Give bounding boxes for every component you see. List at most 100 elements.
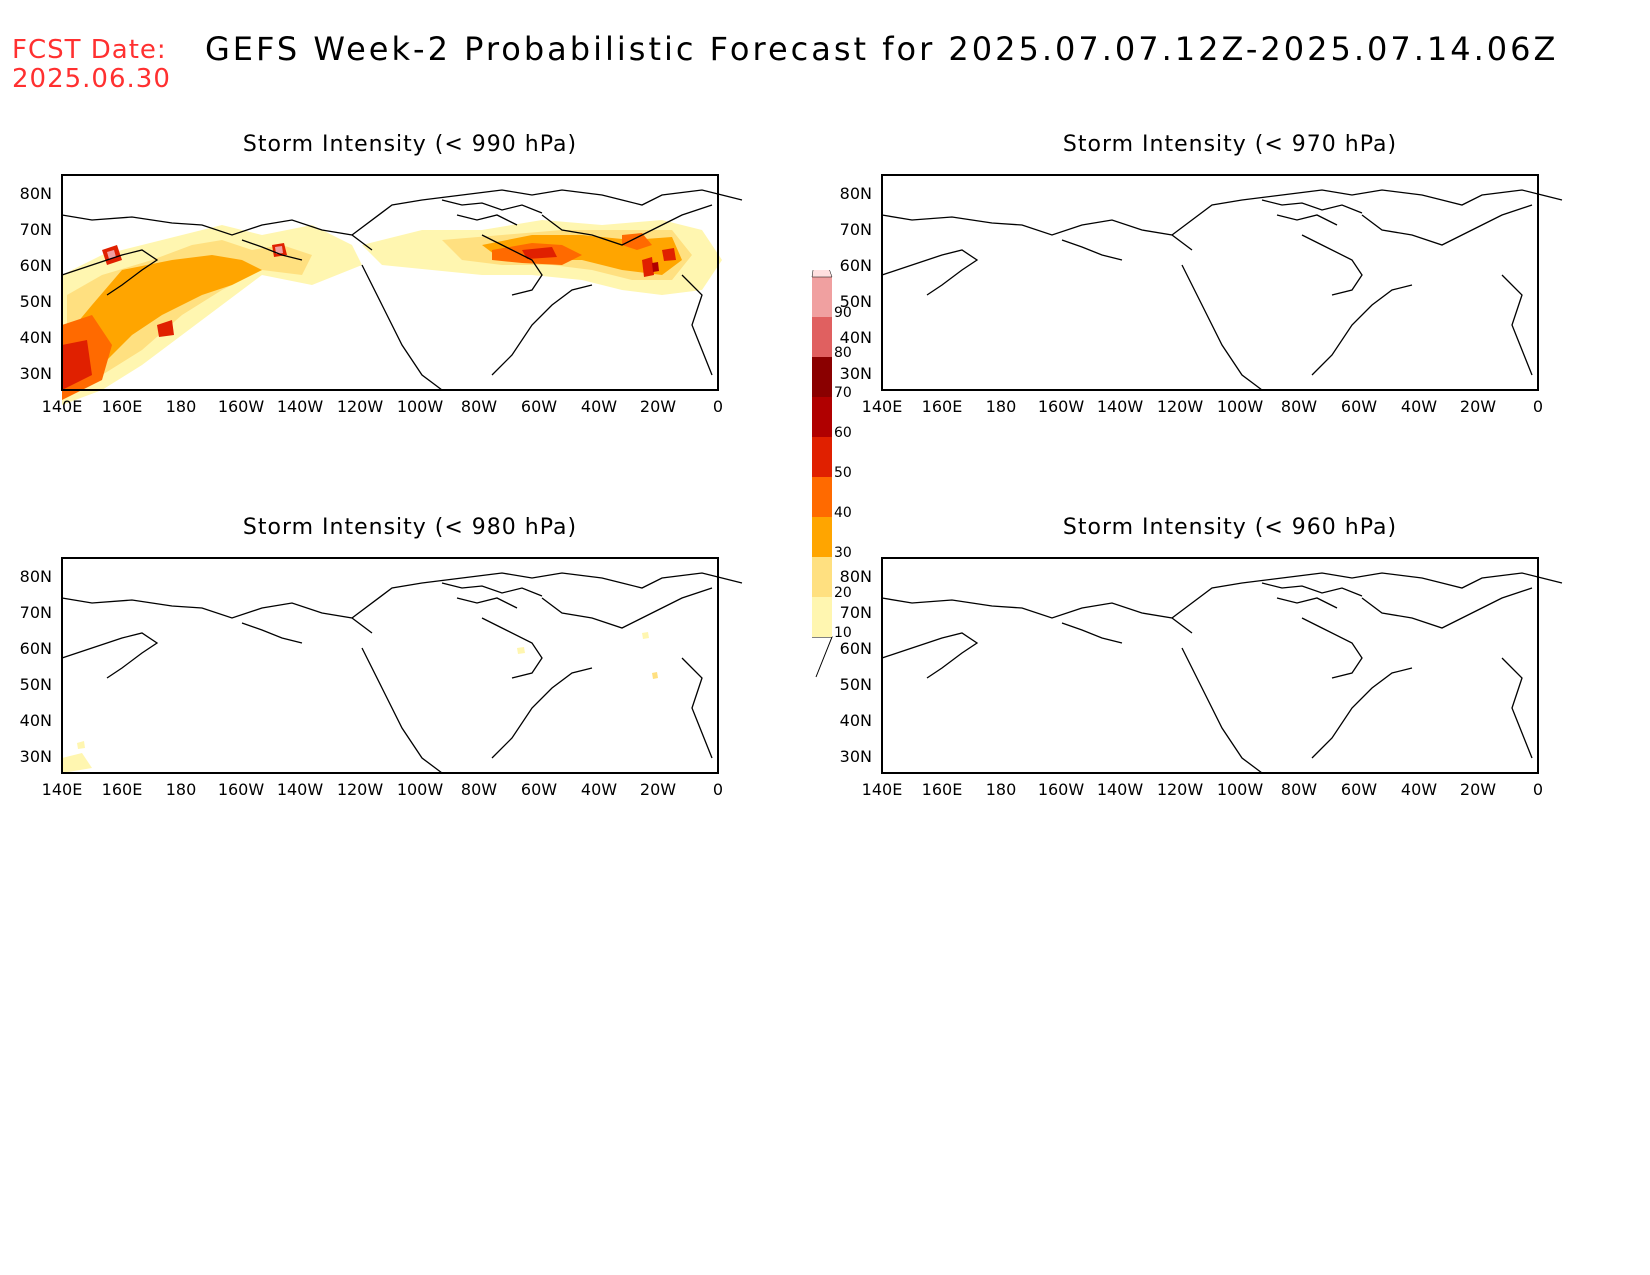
svg-text:180: 180 (986, 780, 1017, 799)
page-title: GEFS Week-2 Probabilistic Forecast for 2… (205, 30, 1559, 68)
panel-title-970: Storm Intensity (< 970 hPa) (1062, 132, 1398, 157)
colorbar-box (812, 477, 832, 517)
svg-text:60N: 60N (840, 639, 872, 658)
svg-text:90: 90 (834, 305, 852, 321)
svg-text:60W: 60W (1341, 780, 1377, 799)
lon-labels-970: 140E 160E 180 160W 140W 120W 100W 80W 60… (862, 397, 1543, 416)
svg-text:40N: 40N (20, 711, 52, 730)
svg-text:160E: 160E (922, 780, 963, 799)
svg-text:50N: 50N (20, 675, 52, 694)
svg-text:30N: 30N (840, 364, 872, 383)
colorbar-box (812, 357, 832, 397)
svg-text:160W: 160W (1038, 780, 1085, 799)
svg-text:160E: 160E (102, 397, 143, 416)
svg-text:0: 0 (713, 397, 723, 416)
lon-labels-980: 140E 160E 180 160W 140W 120W 100W 80W 60… (42, 780, 723, 799)
svg-text:140E: 140E (862, 397, 903, 416)
svg-text:80W: 80W (1281, 397, 1317, 416)
colorbar-top-triangle (811, 270, 833, 278)
svg-text:40W: 40W (581, 780, 617, 799)
lat-labels-990: 80N 70N 60N 50N 40N 30N (20, 184, 52, 383)
svg-text:120W: 120W (1157, 397, 1204, 416)
colorbar-box (812, 597, 832, 637)
map-990-svg: 80N 70N 60N 50N 40N 30N 140E 160E 180 16… (20, 174, 743, 416)
svg-text:70N: 70N (20, 220, 52, 239)
svg-text:140E: 140E (42, 780, 83, 799)
svg-text:50N: 50N (20, 292, 52, 311)
lat-labels-970: 80N 70N 60N 50N 40N 30N (840, 184, 872, 383)
svg-text:40N: 40N (20, 328, 52, 347)
svg-text:80N: 80N (20, 184, 52, 203)
coastlines-960 (881, 572, 1563, 774)
colorbar-svg: 10 20 30 40 50 60 70 80 90 (811, 270, 852, 678)
probability-shading-990 (62, 220, 722, 405)
colorbar-box (812, 437, 832, 477)
svg-text:160E: 160E (922, 397, 963, 416)
svg-text:0: 0 (1533, 397, 1543, 416)
colorbar-labels: 10 20 30 40 50 60 70 80 90 (834, 305, 852, 641)
coastlines-970 (881, 189, 1563, 391)
colorbar-box (812, 557, 832, 597)
svg-text:140E: 140E (42, 397, 83, 416)
svg-text:30N: 30N (20, 364, 52, 383)
svg-text:140W: 140W (277, 780, 324, 799)
panel-title-960: Storm Intensity (< 960 hPa) (1062, 515, 1398, 540)
svg-text:140W: 140W (1097, 397, 1144, 416)
svg-text:120W: 120W (337, 397, 384, 416)
svg-text:80N: 80N (840, 567, 872, 586)
svg-text:30: 30 (834, 545, 852, 561)
coastlines-980 (61, 572, 743, 774)
svg-text:180: 180 (166, 780, 197, 799)
svg-text:60N: 60N (840, 256, 872, 275)
fcst-date-value: 2025.06.30 (12, 64, 171, 94)
panel-title-980: Storm Intensity (< 980 hPa) (242, 515, 578, 540)
svg-text:70N: 70N (20, 603, 52, 622)
coastlines-990 (61, 189, 743, 391)
svg-text:0: 0 (713, 780, 723, 799)
svg-text:70N: 70N (840, 603, 872, 622)
svg-text:180: 180 (166, 397, 197, 416)
map-970-svg: 80N 70N 60N 50N 40N 30N 140E 160E 180 16… (840, 174, 1563, 416)
svg-text:60W: 60W (521, 397, 557, 416)
svg-text:20W: 20W (640, 780, 676, 799)
map-960-svg: 80N 70N 60N 50N 40N 30N 140E 160E 180 16… (840, 557, 1563, 799)
svg-text:60W: 60W (521, 780, 557, 799)
svg-text:60N: 60N (20, 256, 52, 275)
svg-text:160E: 160E (102, 780, 143, 799)
svg-text:30N: 30N (20, 747, 52, 766)
svg-text:50N: 50N (840, 292, 872, 311)
svg-text:40N: 40N (840, 711, 872, 730)
lat-labels-960: 80N 70N 60N 50N 40N 30N (840, 567, 872, 766)
svg-text:40W: 40W (1401, 397, 1437, 416)
svg-text:100W: 100W (397, 780, 444, 799)
lat-labels-980: 80N 70N 60N 50N 40N 30N (20, 567, 52, 766)
svg-text:50: 50 (834, 465, 852, 481)
svg-text:20W: 20W (1460, 397, 1496, 416)
svg-text:20W: 20W (640, 397, 676, 416)
colorbar-box (812, 517, 832, 557)
svg-text:60N: 60N (20, 639, 52, 658)
map-panel-980: 80N 70N 60N 50N 40N 30N 140E 160E 180 16… (0, 553, 780, 823)
svg-text:40W: 40W (1401, 780, 1437, 799)
fcst-date-caption: FCST Date: (12, 35, 167, 65)
svg-text:140E: 140E (862, 780, 903, 799)
svg-text:80W: 80W (1281, 780, 1317, 799)
svg-text:160W: 160W (1038, 397, 1085, 416)
probability-shading-980 (62, 632, 658, 773)
svg-text:20W: 20W (1460, 780, 1496, 799)
svg-text:160W: 160W (218, 397, 265, 416)
svg-text:180: 180 (986, 397, 1017, 416)
colorbar-tail (812, 636, 833, 678)
svg-text:40: 40 (834, 505, 852, 521)
svg-text:100W: 100W (397, 397, 444, 416)
colorbar: 10 20 30 40 50 60 70 80 90 (800, 270, 880, 690)
map-panel-990: 80N 70N 60N 50N 40N 30N 140E 160E 180 16… (0, 170, 780, 440)
svg-text:160W: 160W (218, 780, 265, 799)
lon-labels-990: 140E 160E 180 160W 140W 120W 100W 80W 60… (42, 397, 723, 416)
svg-text:140W: 140W (1097, 780, 1144, 799)
colorbar-box (812, 317, 832, 357)
svg-text:50N: 50N (840, 675, 872, 694)
svg-text:30N: 30N (840, 747, 872, 766)
svg-text:80N: 80N (840, 184, 872, 203)
lon-labels-960: 140E 160E 180 160W 140W 120W 100W 80W 60… (862, 780, 1543, 799)
